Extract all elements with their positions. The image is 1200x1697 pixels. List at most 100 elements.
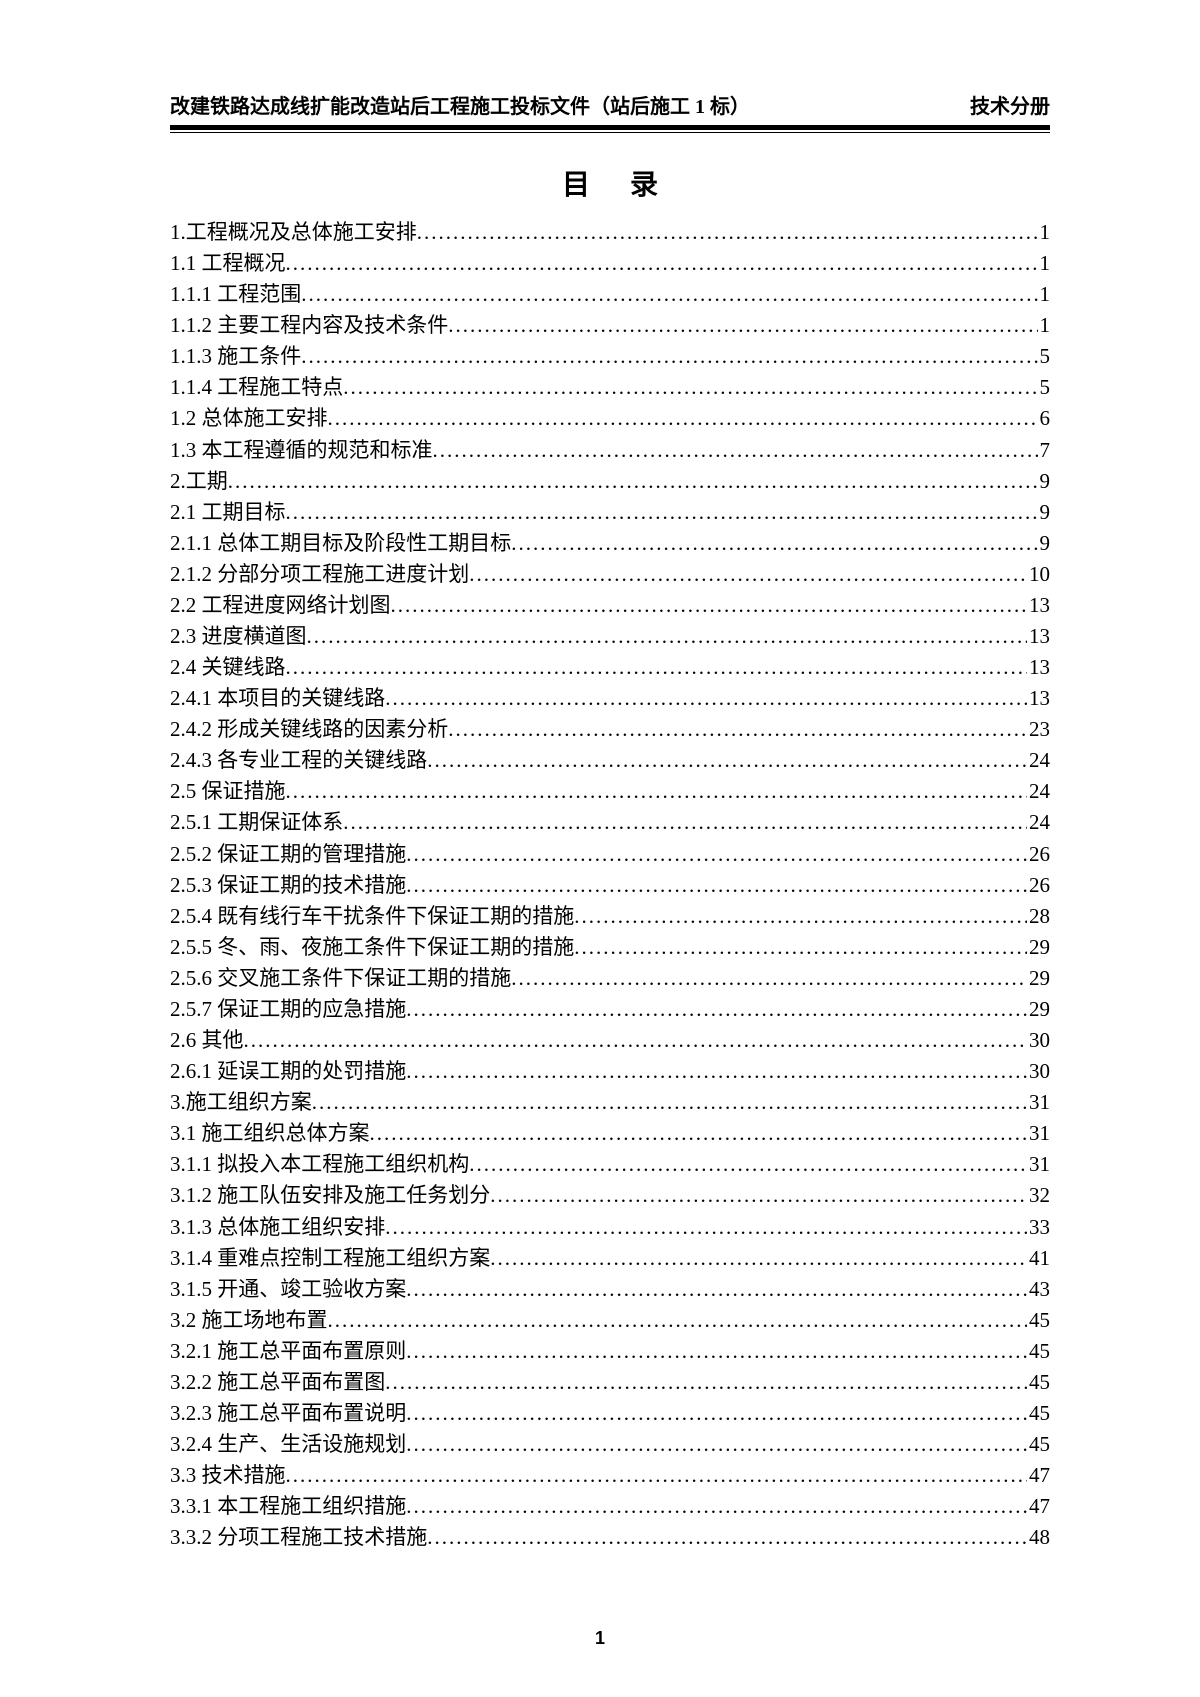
toc-entry: 2.5.1 工期保证体系24	[170, 807, 1050, 838]
toc-leader	[286, 776, 1028, 807]
toc-page: 45	[1027, 1367, 1050, 1398]
toc-label: 2.工期	[170, 466, 228, 497]
toc-label: 3.1 施工组织总体方案	[170, 1118, 370, 1149]
toc-leader	[307, 621, 1028, 652]
toc-entry: 2.4.3 各专业工程的关键线路24	[170, 745, 1050, 776]
toc-leader	[406, 1398, 1027, 1429]
toc-label: 1.工程概况及总体施工安排	[170, 217, 417, 248]
toc-leader	[385, 1367, 1027, 1398]
toc-label: 2.5.5 冬、雨、夜施工条件下保证工期的措施	[170, 932, 574, 963]
toc-label: 3.2.4 生产、生活设施规划	[170, 1429, 406, 1460]
toc-label: 2.6.1 延误工期的处罚措施	[170, 1056, 406, 1087]
toc-leader	[511, 528, 1037, 559]
toc-entry: 2.1.2 分部分项工程施工进度计划10	[170, 559, 1050, 590]
toc-entry: 2.6.1 延误工期的处罚措施30	[170, 1056, 1050, 1087]
toc-label: 1.1 工程概况	[170, 248, 286, 279]
toc-label: 2.5.6 交叉施工条件下保证工期的措施	[170, 963, 511, 994]
toc-entry: 2.5 保证措施 24	[170, 776, 1050, 807]
toc-leader	[406, 870, 1027, 901]
toc-leader	[406, 839, 1027, 870]
toc-entry: 2.5.5 冬、雨、夜施工条件下保证工期的措施29	[170, 932, 1050, 963]
toc-entry: 3.3.1 本工程施工组织措施 47	[170, 1491, 1050, 1522]
toc-page: 45	[1027, 1305, 1050, 1336]
toc-page: 1	[1038, 310, 1051, 341]
toc-entry: 2.5.3 保证工期的技术措施 26	[170, 870, 1050, 901]
toc-label: 3.1.2 施工队伍安排及施工任务划分	[170, 1180, 490, 1211]
toc-leader	[490, 1180, 1027, 1211]
toc-page: 45	[1027, 1336, 1050, 1367]
toc-page: 1	[1038, 279, 1051, 310]
toc-page: 41	[1027, 1243, 1050, 1274]
toc-label: 3.3.1 本工程施工组织措施	[170, 1491, 406, 1522]
toc-leader	[433, 435, 1038, 466]
toc-entry: 2.5.4 既有线行车干扰条件下保证工期的措施 28	[170, 901, 1050, 932]
toc-page: 31	[1027, 1149, 1050, 1180]
toc-leader	[511, 963, 1027, 994]
toc-leader	[343, 807, 1027, 838]
toc-entry: 1.1.4 工程施工特点 5	[170, 372, 1050, 403]
toc-leader	[469, 559, 1027, 590]
toc-page: 47	[1027, 1491, 1050, 1522]
toc-label: 3.1.4 重难点控制工程施工组织方案	[170, 1243, 490, 1274]
toc-label: 3.1.1 拟投入本工程施工组织机构	[170, 1149, 469, 1180]
toc-page: 26	[1027, 870, 1050, 901]
toc-page: 29	[1027, 963, 1050, 994]
toc-entry: 3.1.5 开通、竣工验收方案43	[170, 1274, 1050, 1305]
toc-page: 45	[1027, 1398, 1050, 1429]
toc-leader	[406, 1056, 1027, 1087]
toc-label: 3.2 施工场地布置	[170, 1305, 328, 1336]
toc-entry: 3.2.4 生产、生活设施规划 45	[170, 1429, 1050, 1460]
toc-page: 13	[1027, 683, 1050, 714]
toc-leader	[301, 279, 1037, 310]
toc-label: 2.2 工程进度网络计划图	[170, 590, 391, 621]
toc-label: 2.5.4 既有线行车干扰条件下保证工期的措施	[170, 901, 574, 932]
toc-entry: 3.2 施工场地布置 45	[170, 1305, 1050, 1336]
toc-label: 3.施工组织方案	[170, 1087, 312, 1118]
toc-leader	[448, 714, 1027, 745]
toc-label: 1.1.4 工程施工特点	[170, 372, 343, 403]
toc-leader	[406, 1491, 1027, 1522]
toc-entry: 1.3 本工程遵循的规范和标准7	[170, 435, 1050, 466]
toc-entry: 2.6 其他30	[170, 1025, 1050, 1056]
toc-page: 9	[1038, 528, 1051, 559]
toc-entry: 3.1 施工组织总体方案 31	[170, 1118, 1050, 1149]
page-number: 1	[0, 1628, 1200, 1649]
toc-label: 2.5.3 保证工期的技术措施	[170, 870, 406, 901]
toc-entry: 1.1.1 工程范围1	[170, 279, 1050, 310]
header-rule-thick	[170, 125, 1050, 130]
toc-entry: 2.4.1 本项目的关键线路13	[170, 683, 1050, 714]
toc-leader	[406, 1429, 1027, 1460]
toc-entry: 2.5.7 保证工期的应急措施29	[170, 994, 1050, 1025]
toc-page: 7	[1038, 435, 1051, 466]
toc-entry: 3.2.2 施工总平面布置图45	[170, 1367, 1050, 1398]
toc-page: 26	[1027, 839, 1050, 870]
toc-entry: 1.1.2 主要工程内容及技术条件1	[170, 310, 1050, 341]
toc-page: 13	[1027, 652, 1050, 683]
toc-entry: 2.1.1 总体工期目标及阶段性工期目标9	[170, 528, 1050, 559]
toc-page: 5	[1038, 341, 1051, 372]
toc-entry: 3.1.4 重难点控制工程施工组织方案 41	[170, 1243, 1050, 1274]
toc-label: 2.5 保证措施	[170, 776, 286, 807]
toc-label: 2.5.7 保证工期的应急措施	[170, 994, 406, 1025]
toc-label: 3.3.2 分项工程施工技术措施	[170, 1522, 427, 1553]
toc-title: 目录	[170, 163, 1050, 203]
toc-leader	[406, 1336, 1027, 1367]
toc-entry: 2.4.2 形成关键线路的因素分析23	[170, 714, 1050, 745]
toc-page: 10	[1027, 559, 1050, 590]
toc-label: 2.5.2 保证工期的管理措施	[170, 839, 406, 870]
toc-leader	[286, 497, 1038, 528]
toc-page: 13	[1027, 590, 1050, 621]
header-left: 改建铁路达成线扩能改造站后工程施工投标文件（站后施工 1 标）	[170, 90, 750, 119]
toc-leader	[574, 901, 1027, 932]
toc-page: 28	[1027, 901, 1050, 932]
toc-page: 33	[1027, 1212, 1050, 1243]
toc-page: 24	[1027, 776, 1050, 807]
toc-entry: 2.5.6 交叉施工条件下保证工期的措施 29	[170, 963, 1050, 994]
toc-page: 31	[1027, 1118, 1050, 1149]
toc-label: 3.2.1 施工总平面布置原则	[170, 1336, 406, 1367]
toc-leader	[286, 1460, 1028, 1491]
toc-leader	[286, 248, 1038, 279]
toc-page: 45	[1027, 1429, 1050, 1460]
toc-page: 5	[1038, 372, 1051, 403]
toc-page: 47	[1027, 1460, 1050, 1491]
